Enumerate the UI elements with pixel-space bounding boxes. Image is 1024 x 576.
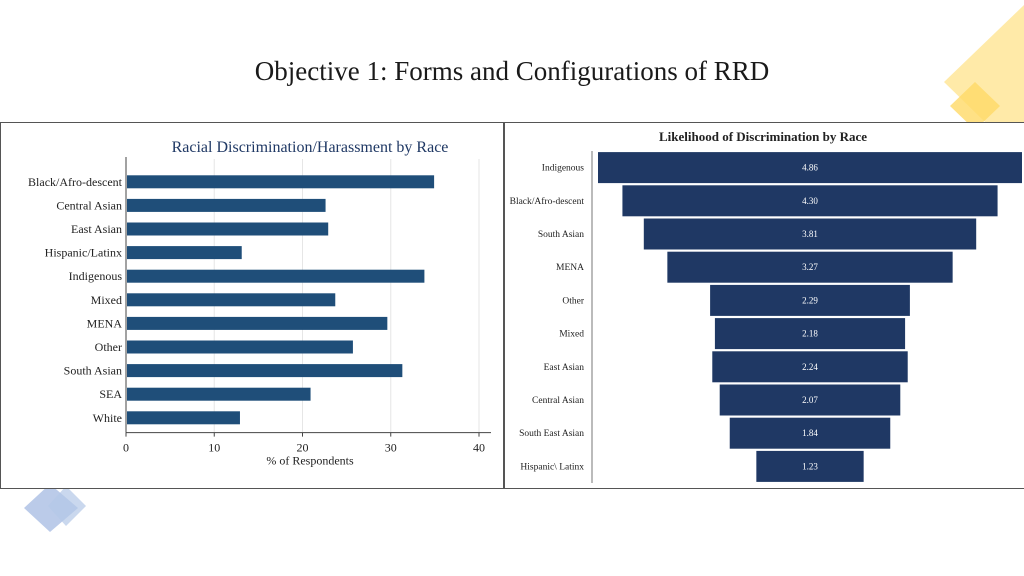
value-label: 2.24 <box>802 362 818 372</box>
x-axis-label: % of Respondents <box>266 454 354 468</box>
funnel-bar <box>667 251 953 283</box>
x-tick-label: 10 <box>208 441 220 455</box>
bar <box>127 269 425 283</box>
category-label: Other <box>562 296 584 306</box>
funnel-bar <box>643 218 977 250</box>
bar <box>127 175 435 189</box>
chart-title: Racial Discrimination/Harassment by Race <box>172 139 449 156</box>
value-label: 4.86 <box>802 163 818 173</box>
category-label: White <box>93 411 122 425</box>
category-label: Mixed <box>91 293 122 307</box>
value-label: 1.84 <box>802 428 818 438</box>
left-chart-panel: Racial Discrimination/Harassment by Race… <box>0 122 504 489</box>
funnel-bar <box>714 318 906 350</box>
category-label: Other <box>95 340 122 354</box>
decor-yellow-diamond-small <box>950 82 1000 130</box>
bar <box>127 293 336 307</box>
x-tick-label: 40 <box>473 441 485 455</box>
racial-discrimination-bar-chart: Racial Discrimination/Harassment by Race… <box>28 139 491 468</box>
funnel-bar <box>756 450 864 482</box>
category-label: Hispanic/Latinx <box>45 246 122 260</box>
x-tick-label: 30 <box>385 441 397 455</box>
funnel-bar <box>712 351 908 383</box>
decor-bottom-left <box>24 484 86 532</box>
category-label: Indigenous <box>542 164 585 174</box>
funnel-bar <box>729 417 891 449</box>
value-label: 3.27 <box>802 262 818 272</box>
category-label: Black/Afro-descent <box>510 196 585 207</box>
decor-blue-diamond-2 <box>48 486 86 526</box>
bar <box>127 246 242 260</box>
value-label: 3.81 <box>802 229 818 239</box>
category-label: Black/Afro-descent <box>28 175 123 189</box>
category-label: South Asian <box>538 230 584 240</box>
bar <box>127 316 388 330</box>
funnel-bar <box>719 384 901 416</box>
decor-yellow-diamond-large <box>944 5 1024 160</box>
category-label: South East Asian <box>519 429 584 439</box>
category-label: Central Asian <box>532 396 584 406</box>
category-label: East Asian <box>544 363 585 373</box>
likelihood-funnel-chart: Likelihood of Discrimination by Race 4.86… <box>510 129 1022 483</box>
funnel-bar <box>622 185 998 217</box>
bar <box>127 198 326 212</box>
category-label: Central Asian <box>56 198 122 212</box>
right-chart-panel: Likelihood of Discrimination by Race 4.86… <box>504 122 1024 489</box>
chart-title: Likelihood of Discrimination by Race <box>659 129 867 144</box>
x-tick-label: 20 <box>297 441 309 455</box>
category-label: Indigenous <box>69 269 123 283</box>
value-label: 4.30 <box>802 196 818 206</box>
decor-top-right <box>944 5 1024 160</box>
category-label: MENA <box>556 263 584 273</box>
category-label: East Asian <box>71 222 122 236</box>
bar <box>127 340 353 354</box>
category-label: South Asian <box>64 364 122 378</box>
category-label: Hispanic\ Latinx <box>520 462 584 472</box>
bar <box>127 222 329 236</box>
funnel-bar <box>598 152 1022 184</box>
category-label: SEA <box>99 387 122 401</box>
value-label: 1.23 <box>802 461 818 471</box>
value-label: 2.29 <box>802 295 818 305</box>
bar <box>127 411 240 425</box>
bar <box>127 364 403 378</box>
value-label: 2.07 <box>802 395 818 405</box>
x-tick-label: 0 <box>123 441 129 455</box>
funnel-bar <box>710 284 910 316</box>
category-label: MENA <box>87 316 123 330</box>
bar <box>127 387 311 401</box>
slide-title: Objective 1: Forms and Configurations of… <box>254 56 770 86</box>
value-label: 2.18 <box>802 329 818 339</box>
category-label: Mixed <box>559 330 584 340</box>
